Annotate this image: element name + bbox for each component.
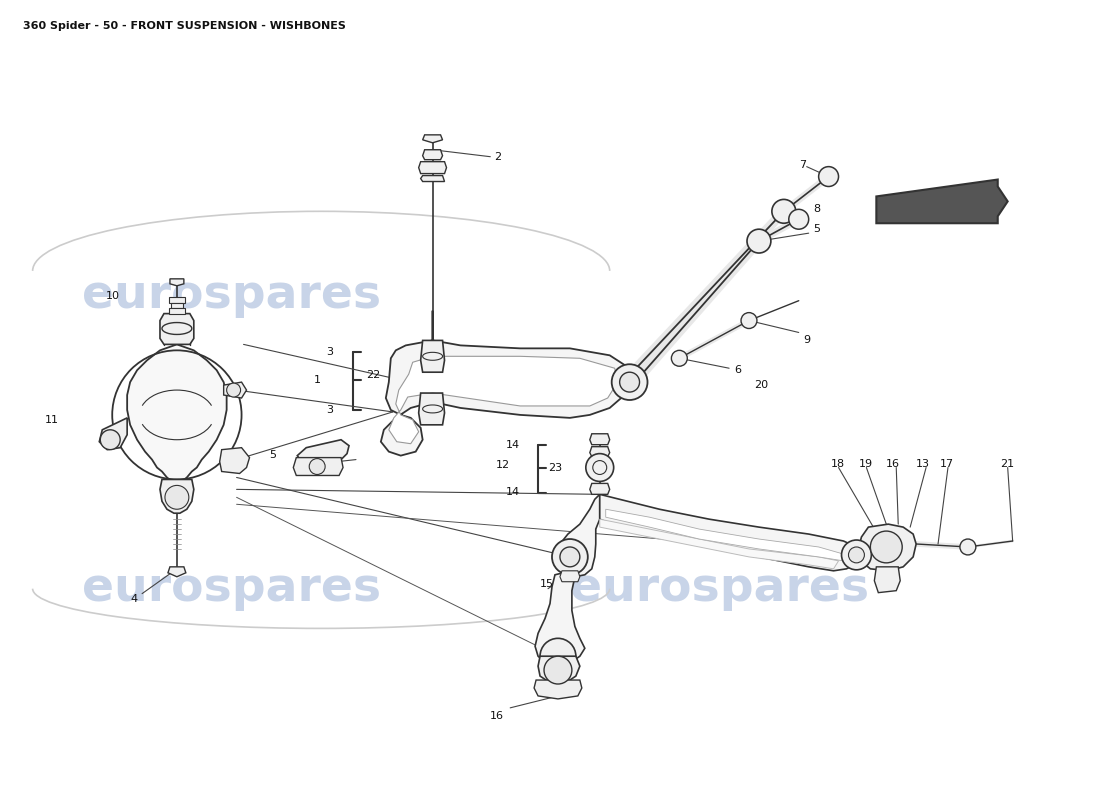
Polygon shape	[874, 567, 900, 593]
Polygon shape	[170, 302, 183, 308]
Polygon shape	[99, 418, 128, 450]
Text: 15: 15	[540, 578, 554, 589]
Text: 18: 18	[830, 458, 845, 469]
Circle shape	[789, 210, 808, 229]
Text: 3: 3	[326, 405, 333, 415]
Polygon shape	[160, 314, 194, 344]
Circle shape	[540, 638, 576, 674]
Polygon shape	[160, 479, 194, 514]
Text: 8: 8	[814, 204, 821, 214]
Text: 12: 12	[496, 459, 510, 470]
Polygon shape	[381, 310, 635, 456]
Polygon shape	[294, 458, 343, 475]
Text: 6: 6	[734, 366, 741, 375]
Polygon shape	[590, 483, 609, 494]
Circle shape	[960, 539, 976, 555]
Text: eurospares: eurospares	[82, 274, 382, 318]
Text: 7: 7	[799, 160, 806, 170]
Polygon shape	[556, 494, 600, 577]
Text: 5: 5	[814, 224, 821, 234]
Polygon shape	[169, 279, 184, 286]
Circle shape	[100, 430, 120, 450]
Polygon shape	[297, 440, 349, 462]
Polygon shape	[590, 434, 609, 445]
Text: 5: 5	[270, 450, 276, 460]
Polygon shape	[420, 175, 444, 182]
Circle shape	[747, 229, 771, 253]
Polygon shape	[606, 510, 847, 561]
Circle shape	[560, 547, 580, 567]
Circle shape	[741, 313, 757, 329]
Text: 11: 11	[45, 415, 58, 425]
Polygon shape	[590, 446, 609, 457]
Circle shape	[309, 458, 326, 474]
Polygon shape	[422, 135, 442, 142]
Polygon shape	[535, 569, 585, 666]
Circle shape	[772, 199, 795, 223]
Text: 23: 23	[548, 462, 562, 473]
Text: 17: 17	[940, 458, 954, 469]
Polygon shape	[419, 162, 447, 174]
Circle shape	[619, 372, 639, 392]
Polygon shape	[535, 680, 582, 699]
Polygon shape	[419, 393, 444, 425]
Circle shape	[848, 547, 865, 563]
Text: 1: 1	[315, 375, 321, 385]
Text: 10: 10	[107, 290, 120, 301]
Text: 3: 3	[326, 347, 333, 358]
Text: 19: 19	[858, 458, 872, 469]
Circle shape	[544, 656, 572, 684]
Polygon shape	[422, 150, 442, 160]
Polygon shape	[223, 382, 246, 398]
Circle shape	[671, 350, 688, 366]
Polygon shape	[169, 297, 185, 302]
Circle shape	[818, 166, 838, 186]
Circle shape	[165, 486, 189, 510]
Polygon shape	[388, 356, 618, 444]
Polygon shape	[220, 448, 250, 474]
Text: eurospares: eurospares	[82, 566, 382, 611]
Polygon shape	[169, 308, 185, 314]
Text: 360 Spider - 50 - FRONT SUSPENSION - WISHBONES: 360 Spider - 50 - FRONT SUSPENSION - WIS…	[23, 21, 345, 30]
Text: 2: 2	[494, 152, 502, 162]
Text: eurospares: eurospares	[570, 566, 869, 611]
Text: 21: 21	[1000, 458, 1014, 469]
Text: 22: 22	[366, 370, 381, 380]
Text: 20: 20	[754, 380, 768, 390]
Text: 9: 9	[804, 335, 811, 346]
Circle shape	[552, 539, 587, 574]
Polygon shape	[538, 656, 580, 683]
Polygon shape	[168, 567, 186, 577]
Text: 14: 14	[506, 440, 520, 450]
Polygon shape	[858, 524, 916, 571]
Circle shape	[842, 540, 871, 570]
Text: 16: 16	[491, 710, 504, 721]
Text: 14: 14	[506, 487, 520, 498]
Circle shape	[227, 383, 241, 397]
Polygon shape	[420, 341, 444, 372]
Circle shape	[612, 364, 648, 400]
Circle shape	[870, 531, 902, 563]
Circle shape	[586, 454, 614, 482]
Polygon shape	[877, 179, 1008, 223]
Text: 4: 4	[130, 594, 138, 604]
Polygon shape	[128, 344, 227, 483]
Polygon shape	[600, 494, 860, 571]
Text: 13: 13	[916, 458, 931, 469]
Text: 16: 16	[887, 458, 900, 469]
Polygon shape	[560, 571, 580, 582]
Polygon shape	[600, 519, 838, 569]
